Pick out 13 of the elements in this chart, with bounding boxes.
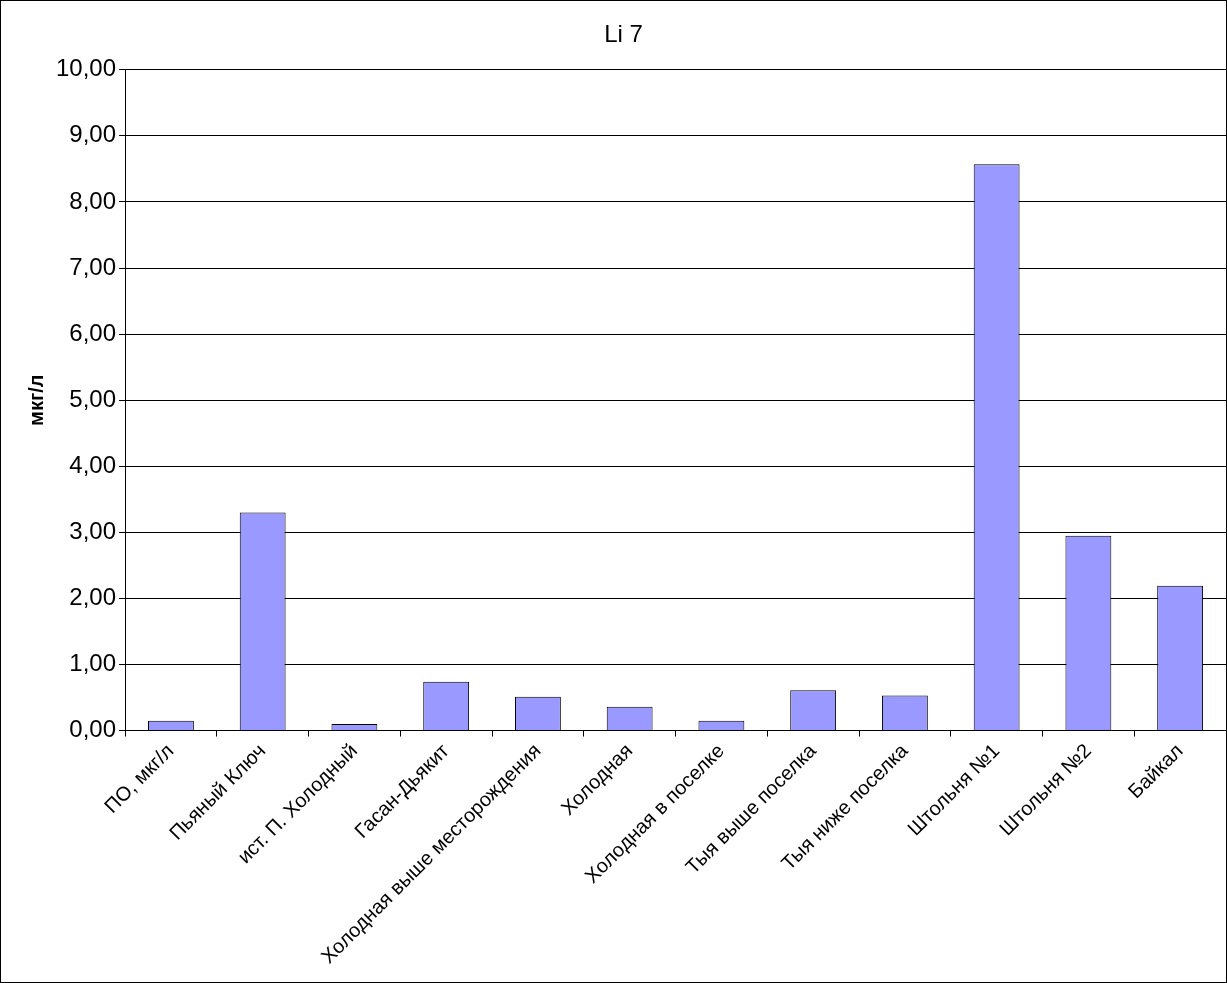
chart-title: Li 7	[604, 20, 643, 48]
y-axis-title: мкг/л	[24, 374, 47, 426]
y-tick-label: 2,00	[69, 583, 117, 611]
y-tick-label: 4,00	[69, 450, 117, 478]
y-tick-label: 8,00	[69, 186, 117, 214]
y-tick-label: 1,00	[69, 649, 117, 677]
y-tick-label: 5,00	[69, 384, 117, 412]
y-tick-label: 9,00	[69, 120, 117, 148]
y-tick-label: 3,00	[69, 516, 117, 544]
y-tick-label: 6,00	[69, 318, 117, 346]
y-tick-label: 7,00	[69, 252, 117, 280]
y-tick-label: 10,00	[56, 54, 117, 82]
y-tick-label: 0,00	[69, 715, 117, 743]
